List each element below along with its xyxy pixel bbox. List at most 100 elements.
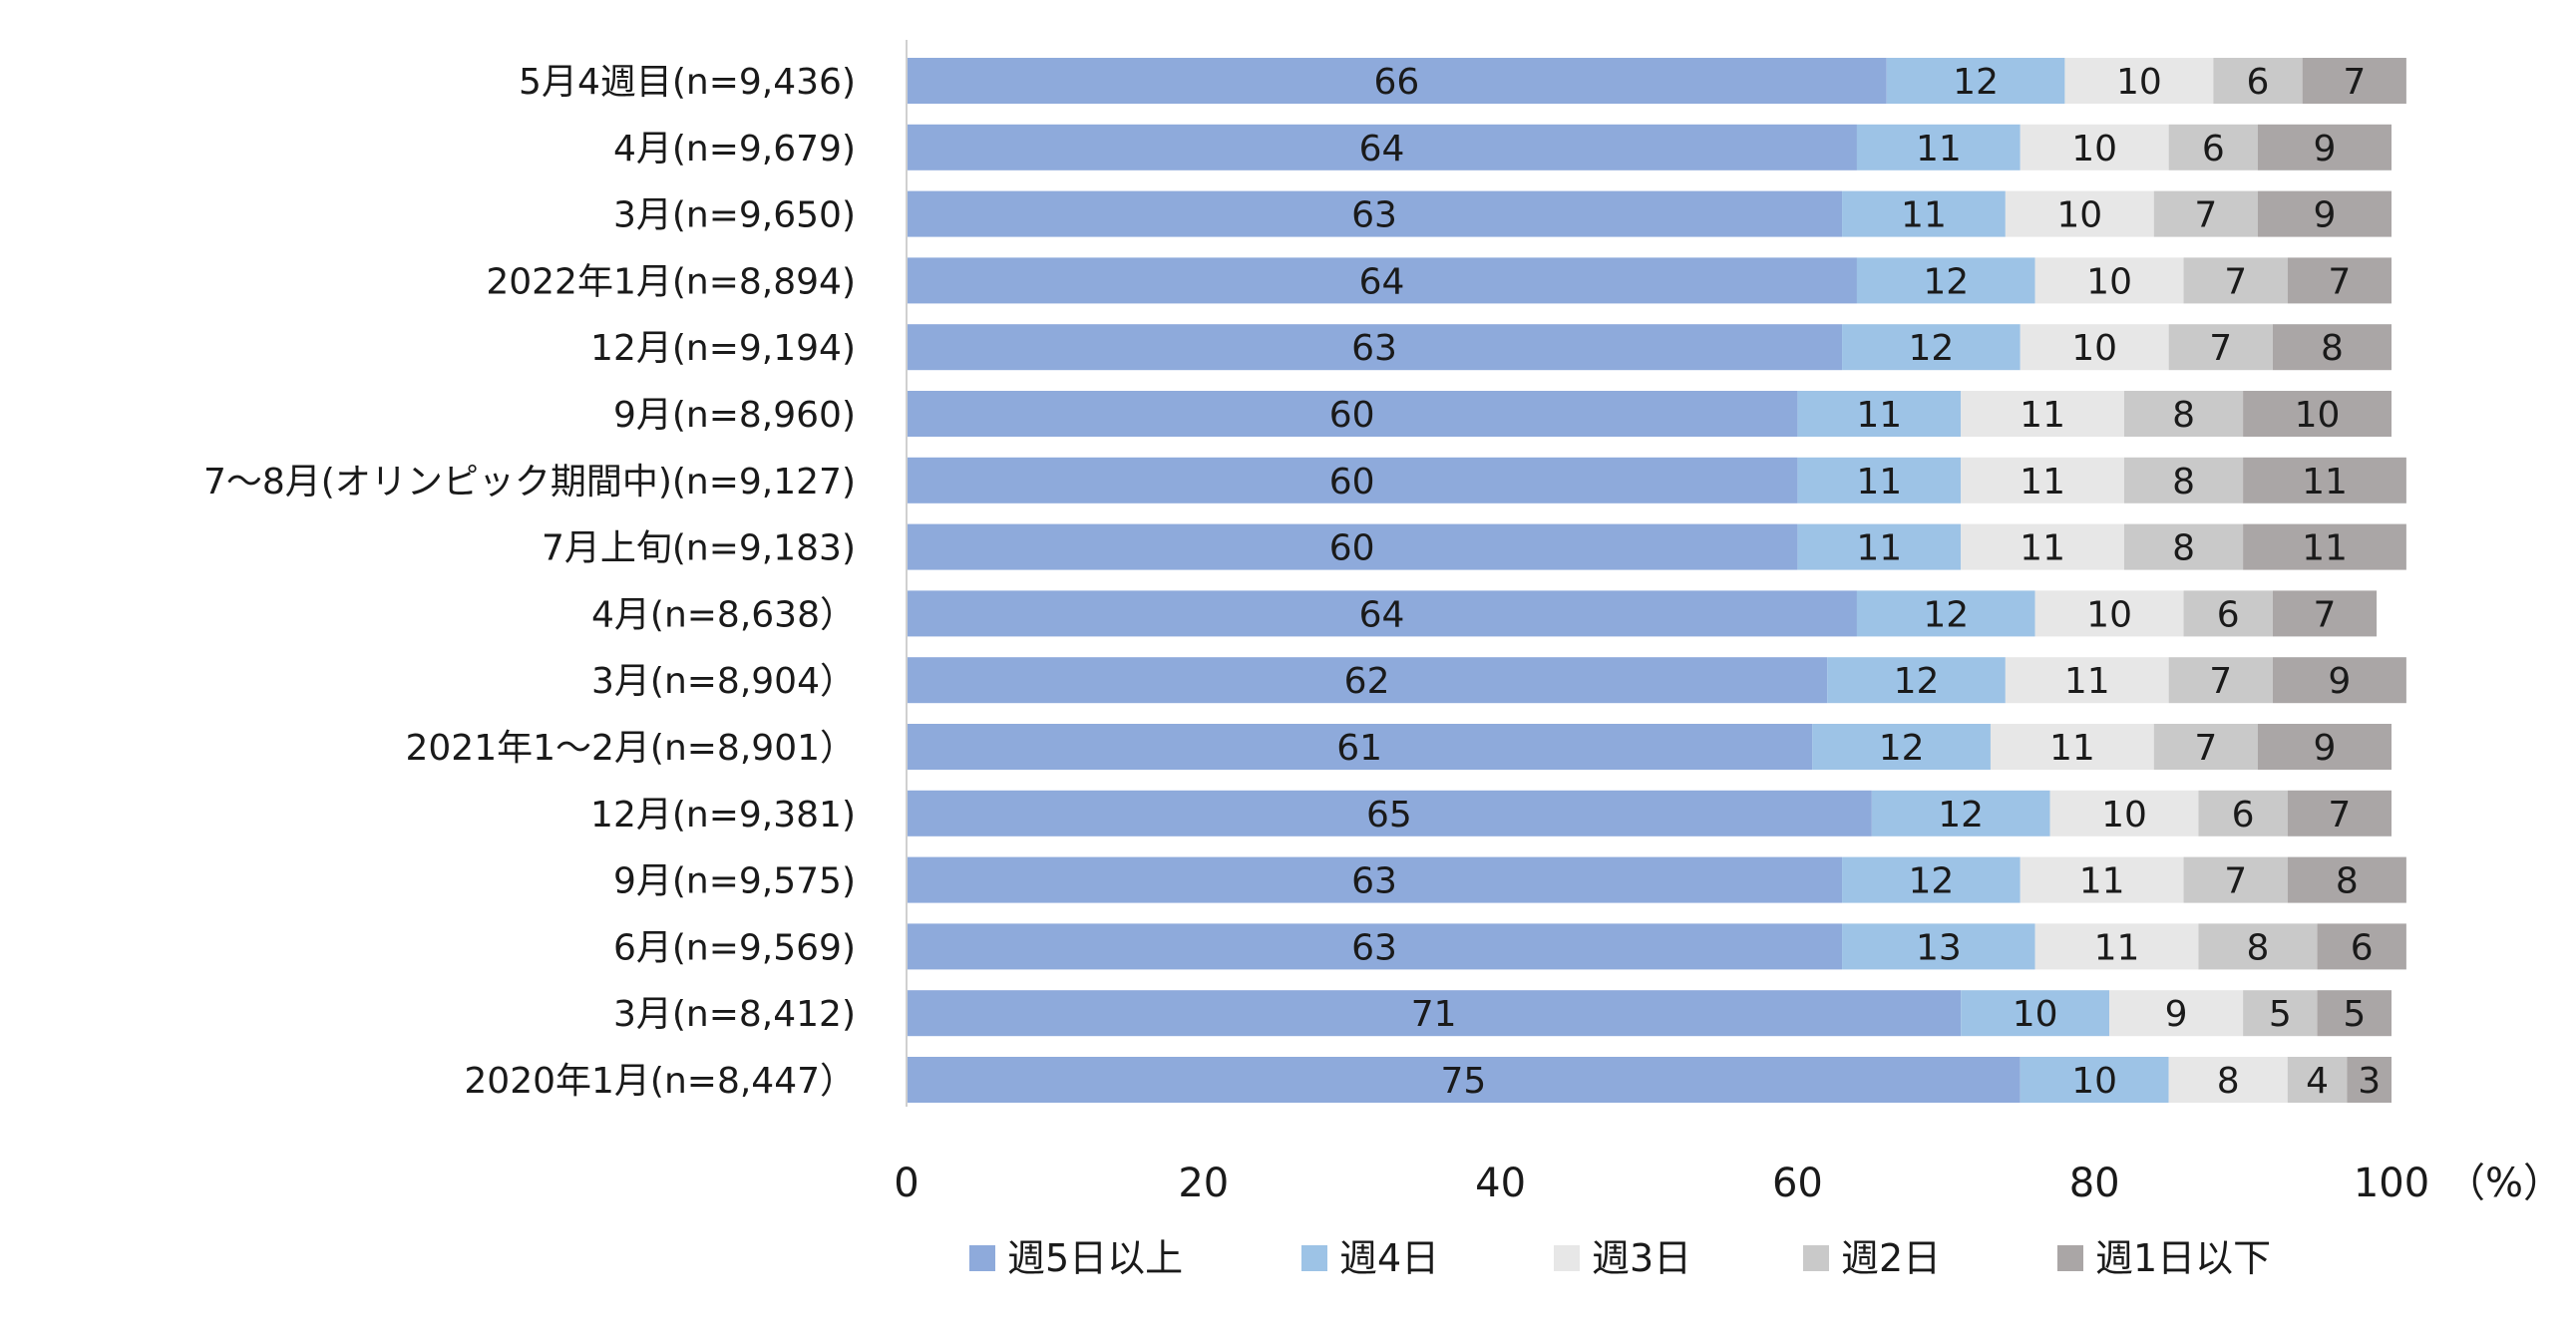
bar-segment [907, 324, 1843, 371]
data-label: 6 [2232, 795, 2255, 835]
legend-label: 週4日 [1339, 1236, 1439, 1280]
data-label: 64 [1359, 261, 1405, 302]
data-label: 61 [1336, 728, 1382, 769]
data-label: 9 [2314, 129, 2337, 169]
bar-segment [907, 724, 1813, 770]
data-label: 12 [1923, 594, 1969, 635]
legend-swatch [1554, 1245, 1580, 1271]
bar-segment [907, 124, 1857, 170]
bar-segment [2272, 590, 2378, 637]
data-label: 11 [2049, 728, 2095, 769]
data-label: 10 [2086, 261, 2132, 302]
data-label: 66 [1373, 62, 1419, 103]
bar-segment [1827, 657, 2006, 704]
bar-segment [1856, 124, 2021, 170]
data-label: 75 [1440, 1061, 1486, 1102]
data-label: 13 [1916, 927, 1962, 968]
data-label: 11 [2302, 462, 2348, 502]
bar-segment [2183, 257, 2288, 304]
data-label: 9 [2165, 994, 2188, 1035]
bar-segment [2034, 923, 2199, 970]
data-label: 8 [2172, 395, 2195, 436]
category-label: 2021年1～2月(n=8,901） [405, 728, 856, 769]
x-tick-label: 20 [1178, 1161, 1229, 1206]
data-label: 10 [2056, 195, 2102, 236]
category-label: 4月(n=8,638） [591, 594, 856, 635]
category-label: 3月(n=8,412) [613, 994, 856, 1035]
data-label: 7 [2224, 261, 2247, 302]
bar-segment [2272, 657, 2406, 704]
bar-segment [2257, 124, 2392, 170]
x-axis: 0 20 40 60 80 100 [894, 40, 2429, 1206]
data-label: 11 [2020, 462, 2065, 502]
legend-label: 週5日以上 [1007, 1236, 1183, 1280]
bar-segment [2287, 257, 2392, 304]
data-label: 12 [1894, 661, 1940, 702]
bar-segment [1886, 58, 2065, 104]
bar-segment [1961, 523, 2124, 570]
bar-segment [2243, 990, 2318, 1037]
bar-segment [2287, 1057, 2348, 1103]
data-label: 7 [2314, 594, 2337, 635]
category-label: 12月(n=9,381) [590, 795, 856, 835]
data-label: 62 [1344, 661, 1390, 702]
data-label: 5 [2343, 994, 2366, 1035]
category-label: 6月(n=9,569) [613, 927, 856, 968]
bar-segment [2243, 391, 2392, 437]
x-tick-label: 80 [2069, 1161, 2120, 1206]
data-label: 8 [2336, 861, 2359, 902]
data-label: 12 [1879, 728, 1925, 769]
category-label: 4月(n=9,679) [613, 129, 856, 169]
bar-segment [1842, 324, 2021, 371]
data-label: 11 [2064, 661, 2110, 702]
data-label: 10 [2071, 129, 2117, 169]
data-label: 60 [1329, 395, 1375, 436]
bar-segment [1961, 990, 2110, 1037]
category-labels: 5月4週目(n=9,436) 4月(n=9,679) 3月(n=9,650) 2022… [203, 62, 856, 1102]
bars-layer: 66 12 10 6 764 11 10 6 963 11 10 7 964 12 10 7 763 12 10 7 8… [907, 58, 2406, 1103]
bar-segment [2005, 190, 2154, 237]
x-tick-label: 40 [1475, 1161, 1526, 1206]
bar-segment [2198, 923, 2318, 970]
data-label: 11 [1916, 129, 1962, 169]
bar-segment [1812, 724, 1991, 770]
data-label: 12 [1923, 261, 1969, 302]
data-label: 12 [1909, 861, 1955, 902]
bar-segment [2302, 58, 2406, 104]
bar-segment [2257, 190, 2392, 237]
legend-swatch [2057, 1245, 2083, 1271]
bar-segment [2317, 990, 2392, 1037]
bar-segment [907, 190, 1843, 237]
data-label: 11 [1856, 395, 1902, 436]
bar-segment [1990, 724, 2154, 770]
category-label: 2020年1月(n=8,447） [464, 1061, 856, 1102]
data-label: 8 [2172, 528, 2195, 569]
data-label: 11 [2079, 861, 2125, 902]
bar-segment [2257, 724, 2392, 770]
bar-segment [1797, 457, 1962, 503]
bar-segment [2034, 257, 2184, 304]
category-label: 2022年1月(n=8,894) [486, 261, 856, 302]
bar-segment [2168, 1057, 2288, 1103]
bar-segment [2168, 657, 2273, 704]
x-tick-label: 60 [1772, 1161, 1823, 1206]
category-label: 7～8月(オリンピック期間中)(n=9,127) [203, 462, 856, 502]
data-label: 64 [1359, 594, 1405, 635]
bar-segment [2020, 1057, 2169, 1103]
data-label: 10 [2071, 328, 2117, 369]
bar-segment [2020, 324, 2169, 371]
bar-segment [907, 590, 1857, 637]
bar-segment [1842, 923, 2035, 970]
category-label: 9月(n=8,960) [613, 395, 856, 436]
bar-segment [2168, 124, 2258, 170]
data-label: 7 [2328, 261, 2351, 302]
data-label: 11 [2020, 395, 2065, 436]
data-label: 12 [1909, 328, 1955, 369]
data-label: 10 [2295, 395, 2341, 436]
category-label: 3月(n=9,650) [613, 195, 856, 236]
data-label: 7 [2328, 795, 2351, 835]
bar-segment [2287, 790, 2392, 836]
data-label: 11 [2020, 528, 2065, 569]
data-label: 7 [2224, 861, 2247, 902]
